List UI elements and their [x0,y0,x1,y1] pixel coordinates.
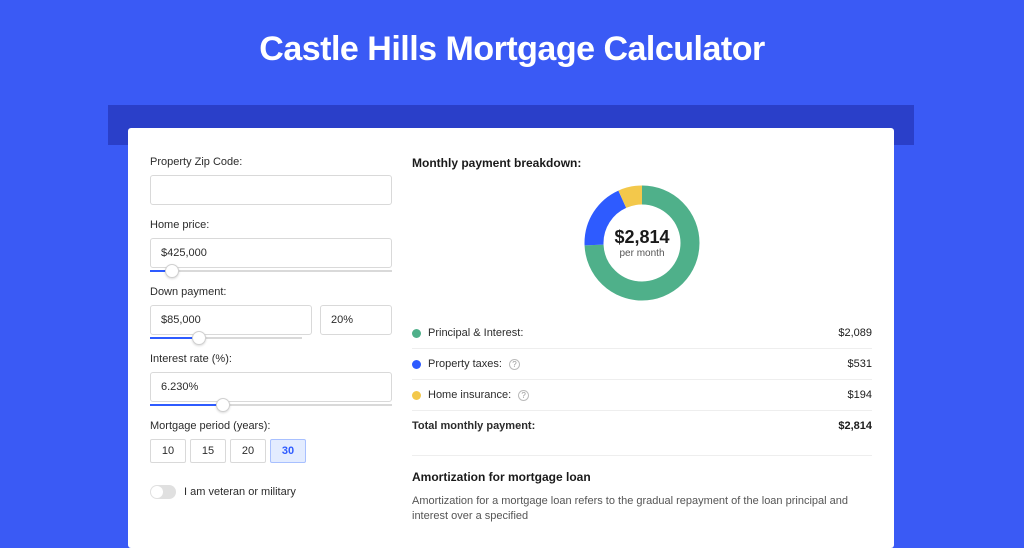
period-field-group: Mortgage period (years): 10 15 20 30 [150,420,392,463]
breakdown-label-taxes: Property taxes: [428,358,502,370]
breakdown-value-total: $2,814 [838,420,872,432]
breakdown-label-insurance: Home insurance: [428,389,511,401]
down-payment-slider-thumb[interactable] [192,331,206,345]
veteran-label: I am veteran or military [184,486,296,498]
swatch-taxes [412,360,421,369]
breakdown-value-principal: $2,089 [838,327,872,339]
veteran-toggle-knob [151,486,163,498]
amortization-section: Amortization for mortgage loan Amortizat… [412,455,872,525]
breakdown-value-insurance: $194 [848,389,872,401]
interest-rate-label: Interest rate (%): [150,353,392,365]
form-column: Property Zip Code: Home price: Down paym… [150,156,392,528]
page-title: Castle Hills Mortgage Calculator [0,0,1024,87]
breakdown-row-principal: Principal & Interest: $2,089 [412,318,872,348]
period-label: Mortgage period (years): [150,420,392,432]
zip-input[interactable] [150,175,392,205]
amortization-title: Amortization for mortgage loan [412,470,872,484]
veteran-toggle[interactable] [150,485,176,499]
breakdown-label-principal: Principal & Interest: [428,327,523,339]
period-option-20[interactable]: 20 [230,439,266,463]
breakdown-row-insurance: Home insurance: ? $194 [412,379,872,410]
down-payment-label: Down payment: [150,286,392,298]
breakdown-column: Monthly payment breakdown: $2,814 per mo… [412,156,872,528]
home-price-label: Home price: [150,219,392,231]
home-price-slider-thumb[interactable] [165,264,179,278]
breakdown-title: Monthly payment breakdown: [412,156,872,170]
period-option-15[interactable]: 15 [190,439,226,463]
interest-rate-input[interactable] [150,372,392,402]
breakdown-value-taxes: $531 [848,358,872,370]
donut-amount: $2,814 [614,227,669,248]
down-payment-pct-input[interactable] [320,305,392,335]
swatch-principal [412,329,421,338]
period-option-30[interactable]: 30 [270,439,306,463]
interest-rate-field-group: Interest rate (%): [150,353,392,406]
interest-rate-slider-thumb[interactable] [216,398,230,412]
swatch-insurance [412,391,421,400]
down-payment-amount-input[interactable] [150,305,312,335]
period-options: 10 15 20 30 [150,439,392,463]
donut-chart-wrap: $2,814 per month [412,180,872,306]
donut-chart: $2,814 per month [579,180,705,306]
info-icon[interactable]: ? [518,390,529,401]
home-price-field-group: Home price: [150,219,392,272]
info-icon[interactable]: ? [509,359,520,370]
donut-center: $2,814 per month [579,180,705,306]
calculator-card: Property Zip Code: Home price: Down paym… [128,128,894,548]
donut-sub: per month [619,248,664,259]
breakdown-row-total: Total monthly payment: $2,814 [412,410,872,441]
home-price-input[interactable] [150,238,392,268]
amortization-text: Amortization for a mortgage loan refers … [412,494,872,525]
zip-field-group: Property Zip Code: [150,156,392,205]
period-option-10[interactable]: 10 [150,439,186,463]
veteran-toggle-row: I am veteran or military [150,485,392,499]
breakdown-row-taxes: Property taxes: ? $531 [412,348,872,379]
interest-rate-slider[interactable] [150,404,392,406]
down-payment-field-group: Down payment: [150,286,392,339]
down-payment-slider[interactable] [150,337,302,339]
breakdown-label-total: Total monthly payment: [412,420,535,432]
home-price-slider[interactable] [150,270,392,272]
zip-label: Property Zip Code: [150,156,392,168]
